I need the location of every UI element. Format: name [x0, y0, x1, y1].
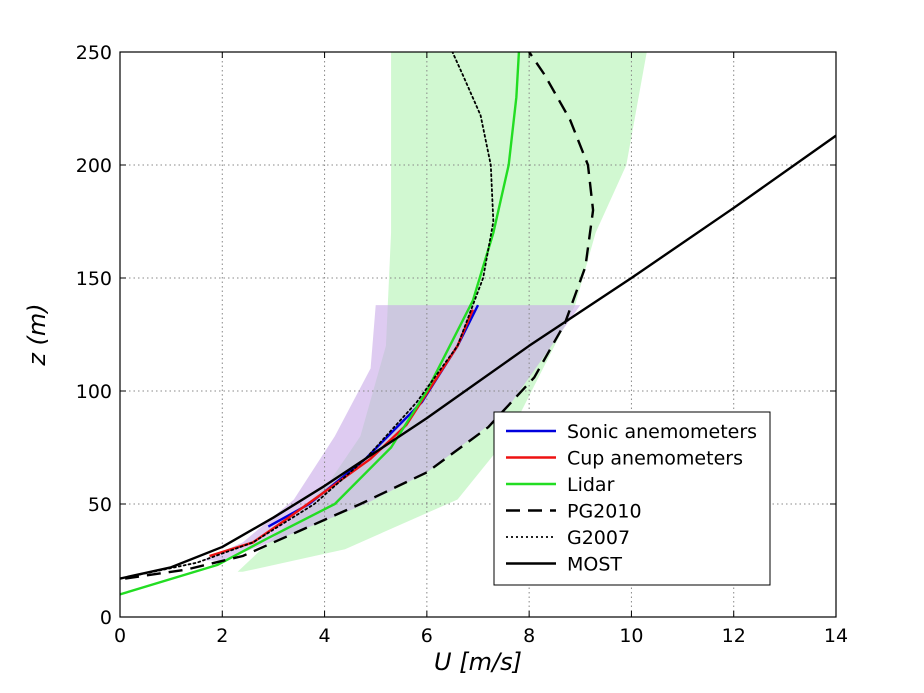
- x-tick-label-6: 6: [421, 625, 433, 647]
- x-tick-label-2: 2: [216, 625, 228, 647]
- x-tick-label-8: 8: [523, 625, 535, 647]
- legend-label-g2007: G2007: [567, 527, 630, 549]
- legend: Sonic anemometers Cup anemometers Lidar PG2…: [493, 411, 771, 586]
- x-axis-label: U [m/s]: [434, 648, 522, 676]
- series-layer: [120, 52, 836, 596]
- y-tick-label-150: 150: [76, 268, 112, 290]
- legend-label-pg2010: PG2010: [567, 501, 642, 523]
- y-tick-label-100: 100: [76, 381, 112, 403]
- y-tick-label-250: 250: [76, 42, 112, 64]
- x-tick-label-0: 0: [114, 625, 126, 647]
- series-line-most: [120, 134, 836, 580]
- x-tick-label-12: 12: [722, 625, 746, 647]
- x-tick-label-4: 4: [319, 625, 331, 647]
- y-axis-label: z (m): [23, 303, 51, 366]
- x-tick-label-10: 10: [619, 625, 643, 647]
- series-line-pg2010: [124, 52, 595, 580]
- y-tick-label-200: 200: [76, 155, 112, 177]
- plot-frame: [119, 51, 837, 618]
- legend-label-most: MOST: [567, 554, 622, 576]
- series-line-g2007: [120, 52, 495, 580]
- legend-label-sonic-anemometers: Sonic anemometers: [567, 421, 757, 443]
- legend-label-cup-anemometers: Cup anemometers: [567, 448, 743, 470]
- x-tick-label-14: 14: [824, 625, 848, 647]
- y-tick-label-50: 50: [88, 494, 112, 516]
- y-tick-label-0: 0: [100, 607, 112, 629]
- legend-box: [493, 411, 771, 586]
- series-line-lidar: [120, 52, 521, 596]
- ticks-layer: 0 2 4 6 8 10 12 14 0 50 100 150 200 250: [76, 42, 848, 647]
- legend-label-lidar: Lidar: [567, 474, 615, 496]
